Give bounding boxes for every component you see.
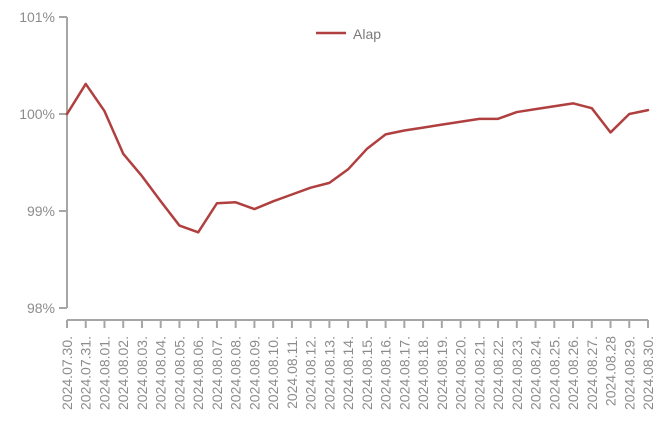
x-tick-label: 2024.08.24. <box>528 336 544 410</box>
x-tick-label: 2024.08.28 <box>603 336 619 406</box>
x-tick-label: 2024.08.23. <box>509 336 525 410</box>
x-tick-label: 2024.08.03. <box>134 336 150 410</box>
x-tick-label: 2024.08.16. <box>378 336 394 410</box>
x-tick-label: 2024.08.30. <box>640 336 656 410</box>
x-tick-label: 2024.07.31. <box>78 336 94 410</box>
x-tick-label: 2024.08.12. <box>303 336 319 410</box>
legend-label-alap: Alap <box>353 26 381 42</box>
x-tick-label: 2024.08.14. <box>340 336 356 410</box>
x-tick-label: 2024.08.22. <box>490 336 506 410</box>
x-tick-label: 2024.08.20. <box>453 336 469 410</box>
x-tick-label: 2024.08.09. <box>246 336 262 410</box>
y-axis: 98% 99% 100% 101% <box>19 9 68 316</box>
series-lines <box>65 82 650 234</box>
x-tick-label: 2024.08.08. <box>228 336 244 410</box>
y-tick-label: 98% <box>27 300 55 316</box>
y-tick-label: 99% <box>27 203 55 219</box>
x-tick-label: 2024.07.30. <box>59 336 75 410</box>
x-tick-label: 2024.08.21. <box>471 336 487 410</box>
x-tick-label: 2024.08.15. <box>359 336 375 410</box>
legend: Alap <box>316 26 381 42</box>
x-tick-label: 2024.08.01. <box>96 336 112 410</box>
y-tick-label: 100% <box>19 106 55 122</box>
x-tick-label: 2024.08.13. <box>321 336 337 410</box>
x-tick-label: 2024.08.17. <box>396 336 412 410</box>
series-line-0 <box>65 82 650 234</box>
x-tick-label: 2024.08.05. <box>171 336 187 410</box>
x-tick-label: 2024.08.04. <box>153 336 169 410</box>
x-tick-label: 2024.08.10. <box>265 336 281 410</box>
x-tick-label: 2024.08.19. <box>434 336 450 410</box>
x-tick-label: 2024.08.29. <box>621 336 637 410</box>
x-axis: 2024.07.30. 2024.07.31. 2024.08.01. 2024.08… <box>59 319 656 410</box>
x-tick-label: 2024.08.07. <box>209 336 225 410</box>
x-tick-label: 2024.08.26. <box>565 336 581 410</box>
y-tick-label: 101% <box>19 9 55 25</box>
x-tick-label: 2024.08.11. <box>284 336 300 409</box>
x-tick-label: 2024.08.06. <box>190 336 206 410</box>
x-tick-label: 2024.08.25. <box>546 336 562 410</box>
x-tick-label: 2024.08.27. <box>584 336 600 410</box>
x-tick-label: 2024.08.02. <box>115 336 131 410</box>
x-tick-label: 2024.08.18. <box>415 336 431 410</box>
